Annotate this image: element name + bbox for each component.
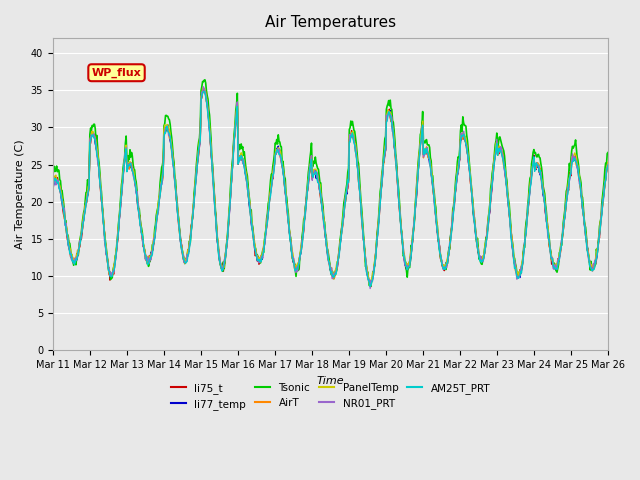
AM25T_PRT	[416, 151, 424, 156]
Line: li75_t: li75_t	[52, 90, 608, 287]
Line: li77_temp: li77_temp	[52, 89, 608, 283]
NR01_PRT	[59, 202, 67, 208]
Tsonic	[116, 205, 124, 211]
Title: Air Temperatures: Air Temperatures	[265, 15, 396, 30]
Line: NR01_PRT: NR01_PRT	[52, 87, 608, 288]
AM25T_PRT	[366, 284, 374, 289]
AirT	[367, 282, 375, 288]
Tsonic	[203, 88, 211, 94]
li77_temp	[366, 280, 374, 286]
PanelTemp	[604, 159, 612, 165]
NR01_PRT	[200, 84, 207, 90]
li77_temp	[59, 206, 67, 212]
NR01_PRT	[366, 286, 374, 291]
AM25T_PRT	[173, 195, 180, 201]
PanelTemp	[116, 209, 124, 215]
li75_t	[416, 151, 424, 156]
NR01_PRT	[116, 210, 124, 216]
NR01_PRT	[49, 186, 56, 192]
Tsonic	[173, 192, 180, 198]
Line: AirT: AirT	[52, 91, 608, 285]
Tsonic	[416, 145, 424, 151]
PanelTemp	[203, 94, 211, 99]
li75_t	[173, 197, 180, 203]
PanelTemp	[200, 85, 207, 91]
NR01_PRT	[203, 96, 211, 102]
AM25T_PRT	[604, 162, 612, 168]
li75_t	[367, 284, 375, 289]
li77_temp	[173, 190, 180, 196]
AM25T_PRT	[200, 88, 208, 94]
NR01_PRT	[416, 151, 424, 156]
PanelTemp	[49, 181, 56, 187]
li77_temp	[203, 96, 211, 102]
li75_t	[399, 250, 407, 255]
Text: WP_flux: WP_flux	[92, 68, 141, 78]
Tsonic	[367, 283, 375, 289]
AirT	[59, 199, 67, 204]
AM25T_PRT	[49, 184, 56, 190]
X-axis label: Time: Time	[317, 376, 344, 386]
li77_temp	[116, 210, 124, 216]
Tsonic	[59, 194, 67, 200]
NR01_PRT	[604, 162, 612, 168]
li77_temp	[49, 181, 56, 187]
PanelTemp	[59, 200, 67, 206]
AM25T_PRT	[59, 203, 67, 209]
li75_t	[604, 161, 612, 167]
li77_temp	[200, 86, 208, 92]
li75_t	[203, 99, 211, 105]
PanelTemp	[173, 192, 180, 198]
AirT	[604, 160, 612, 166]
li75_t	[49, 180, 56, 186]
AM25T_PRT	[116, 210, 124, 216]
AirT	[399, 249, 407, 254]
Line: AM25T_PRT: AM25T_PRT	[52, 91, 608, 287]
AirT	[173, 195, 180, 201]
Tsonic	[201, 77, 209, 83]
li75_t	[116, 208, 124, 214]
li77_temp	[604, 160, 612, 166]
PanelTemp	[399, 245, 407, 251]
AirT	[416, 151, 424, 157]
Line: Tsonic: Tsonic	[52, 80, 608, 286]
li75_t	[59, 207, 67, 213]
NR01_PRT	[399, 246, 407, 252]
Y-axis label: Air Temperature (C): Air Temperature (C)	[15, 140, 25, 249]
AirT	[203, 98, 211, 104]
AirT	[49, 180, 56, 186]
AM25T_PRT	[203, 98, 211, 104]
Line: PanelTemp: PanelTemp	[52, 88, 608, 283]
PanelTemp	[416, 146, 424, 152]
AirT	[200, 88, 207, 94]
li75_t	[200, 87, 207, 93]
li77_temp	[399, 250, 407, 255]
Tsonic	[604, 150, 612, 156]
Tsonic	[49, 171, 56, 177]
PanelTemp	[366, 280, 374, 286]
NR01_PRT	[173, 193, 180, 199]
Legend: li75_t, li77_temp, Tsonic, AirT, PanelTemp, NR01_PRT, AM25T_PRT: li75_t, li77_temp, Tsonic, AirT, PanelTe…	[166, 379, 495, 414]
li77_temp	[416, 149, 424, 155]
AM25T_PRT	[399, 251, 407, 256]
AirT	[116, 207, 124, 213]
Tsonic	[399, 253, 407, 259]
